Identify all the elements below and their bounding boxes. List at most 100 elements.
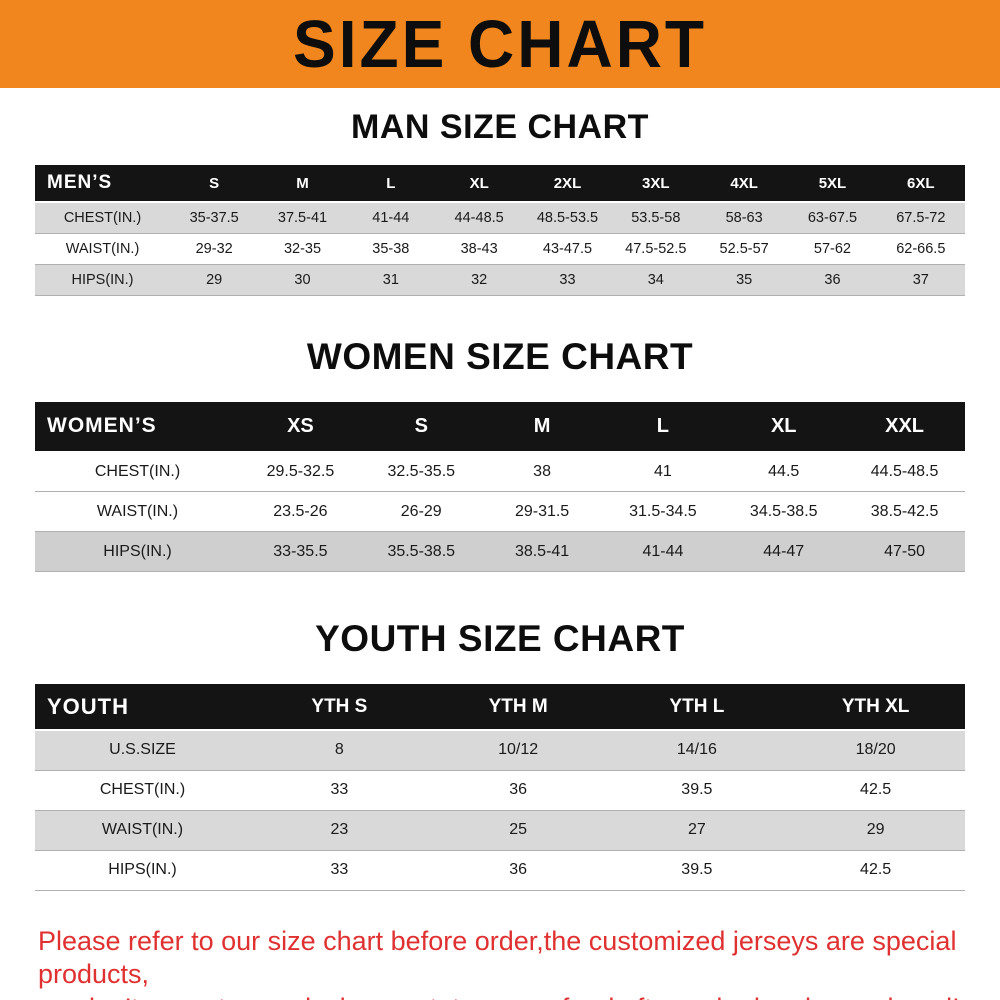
women-table-row: WAIST(IN.) 23.5-26 26-29 29-31.5 31.5-34.5 34… — [35, 492, 965, 532]
men-size-value: 34 — [647, 271, 664, 288]
women-size-value: 38 — [533, 462, 551, 480]
men-size-value: 33 — [559, 271, 576, 288]
men-size-value: 35 — [736, 271, 753, 288]
youth-row-label: U.S.SIZE — [109, 741, 176, 759]
men-size-value: 58-63 — [725, 209, 763, 226]
youth-size-value: 25 — [509, 821, 528, 838]
women-size-value: 41 — [654, 462, 672, 480]
women-table-title: WOMEN’S — [35, 401, 240, 452]
youth-size-value: 39.5 — [681, 861, 713, 878]
youth-row-label: HIPS(IN.) — [108, 861, 177, 878]
men-size-value: 35-38 — [372, 240, 410, 257]
youth-size-value: 42.5 — [860, 861, 892, 878]
men-size-value: 35-37.5 — [189, 209, 239, 226]
women-column-header: XL — [723, 401, 845, 452]
men-size-value: 36 — [824, 271, 841, 288]
men-column-header: M — [258, 165, 347, 202]
men-column-header: 4XL — [699, 165, 789, 202]
youth-size-value: 36 — [509, 781, 528, 798]
men-size-value: 41-44 — [372, 209, 410, 226]
women-size-value: 38.5-42.5 — [870, 502, 939, 520]
men-table-row: CHEST(IN.) 35-37.5 37.5-41 41-44 44-48.5 48.5… — [35, 202, 965, 233]
men-table-row: WAIST(IN.) 29-32 32-35 35-38 38-43 43-47.5 47.… — [35, 233, 965, 264]
women-size-value: 44.5 — [768, 462, 800, 480]
youth-size-value: 36 — [509, 861, 528, 878]
women-size-value: 35.5-38.5 — [387, 542, 456, 560]
women-table-row: HIPS(IN.) 33-35.5 35.5-38.5 38.5-41 41-44 44-… — [35, 531, 965, 572]
men-row-label: HIPS(IN.) — [71, 271, 134, 288]
youth-size-value: 18/20 — [855, 741, 896, 759]
women-row-label: WAIST(IN.) — [96, 502, 179, 520]
women-size-value: 26-29 — [400, 502, 442, 520]
order-note-line-1: Please refer to our size chart before or… — [38, 925, 957, 990]
women-size-value: 29-31.5 — [514, 502, 570, 520]
youth-table-row: CHEST(IN.) 33 36 39.5 42.5 — [35, 770, 965, 810]
women-column-header: S — [360, 401, 482, 452]
youth-size-value: 42.5 — [860, 781, 892, 798]
youth-header-row: YOUTH YTH S YTH M YTH L YTH XL — [35, 684, 965, 730]
youth-size-value: 23 — [330, 821, 349, 838]
order-note-line-2: we don’t accept cancel, change, teturn o… — [38, 992, 1000, 1000]
women-size-value: 29.5-32.5 — [266, 462, 335, 480]
women-header-row: WOMEN’S XS S M L XL XXL — [35, 401, 965, 452]
youth-size-value: 14/16 — [676, 741, 717, 759]
youth-column-header: YTH XL — [786, 684, 965, 730]
women-column-header: M — [481, 401, 603, 452]
youth-size-value: 29 — [866, 821, 885, 838]
youth-table-title: YOUTH — [35, 684, 250, 730]
men-table-title: MEN’S — [35, 165, 170, 202]
men-size-value: 29-32 — [195, 240, 233, 257]
men-size-value: 57-62 — [813, 240, 851, 257]
youth-size-table: YOUTH YTH S YTH M YTH L YTH XL U.S.SIZE 8 10/12… — [35, 684, 965, 891]
women-row-label: CHEST(IN.) — [94, 462, 181, 480]
women-size-value: 33-35.5 — [273, 542, 328, 560]
men-row-label: CHEST(IN.) — [63, 209, 142, 226]
women-row-label: HIPS(IN.) — [103, 542, 172, 560]
men-size-value: 43-47.5 — [542, 240, 593, 257]
women-size-value: 44.5-48.5 — [870, 462, 939, 480]
men-size-value: 32-35 — [283, 240, 322, 257]
men-size-value: 44-48.5 — [454, 209, 504, 226]
men-size-value: 47.5-52.5 — [625, 240, 687, 257]
women-size-value: 41-44 — [642, 542, 684, 560]
men-column-header: L — [346, 165, 435, 202]
men-size-value: 48.5-53.5 — [536, 209, 599, 226]
men-size-value: 38-43 — [460, 240, 498, 257]
men-column-header: 5XL — [788, 165, 877, 202]
men-size-value: 67.5-72 — [896, 209, 946, 226]
men-size-value: 53.5-58 — [631, 209, 681, 226]
youth-column-header: YTH L — [607, 684, 787, 730]
youth-table-row: WAIST(IN.) 23 25 27 29 — [35, 810, 965, 850]
women-size-table: WOMEN’S XS S M L XL XXL CHEST(IN.) 29.5-32.5 32.5… — [35, 401, 965, 573]
women-column-header: L — [602, 401, 724, 452]
women-column-header: XS — [240, 401, 361, 452]
women-size-value: 32.5-35.5 — [387, 462, 456, 480]
men-size-value: 32 — [471, 271, 488, 288]
youth-size-value: 10/12 — [498, 741, 539, 759]
women-size-value: 23.5-26 — [273, 502, 328, 520]
size-chart-banner: SIZE CHART — [0, 0, 1000, 88]
men-column-header: 6XL — [876, 165, 965, 202]
men-column-header: 3XL — [611, 165, 700, 202]
men-size-value: 62-66.5 — [896, 240, 946, 257]
man-size-chart-heading: MAN SIZE CHART — [351, 108, 649, 146]
men-row-label: WAIST(IN.) — [65, 240, 140, 257]
order-note: Please refer to our size chart before or… — [38, 925, 1000, 1000]
youth-column-header: YTH M — [428, 684, 608, 730]
men-size-table: MEN’S S M L XL 2XL 3XL 4XL 5XL 6XL CHEST(IN.) 35-37… — [35, 165, 965, 296]
youth-column-header: YTH S — [250, 684, 429, 730]
men-column-header: XL — [434, 165, 524, 202]
youth-row-label: CHEST(IN.) — [99, 781, 186, 798]
men-size-value: 29 — [206, 271, 223, 288]
youth-size-chart-heading: YOUTH SIZE CHART — [315, 618, 685, 659]
men-header-row: MEN’S S M L XL 2XL 3XL 4XL 5XL 6XL — [35, 165, 965, 202]
women-size-value: 47-50 — [884, 542, 926, 560]
men-size-value: 30 — [294, 271, 311, 288]
men-column-header: S — [170, 165, 259, 202]
youth-size-value: 27 — [687, 821, 706, 838]
men-size-value: 31 — [382, 271, 399, 288]
women-size-chart-heading: WOMEN SIZE CHART — [306, 335, 694, 377]
youth-size-value: 33 — [330, 861, 349, 878]
women-size-value: 44-47 — [763, 542, 805, 560]
men-size-value: 37.5-41 — [277, 209, 328, 226]
